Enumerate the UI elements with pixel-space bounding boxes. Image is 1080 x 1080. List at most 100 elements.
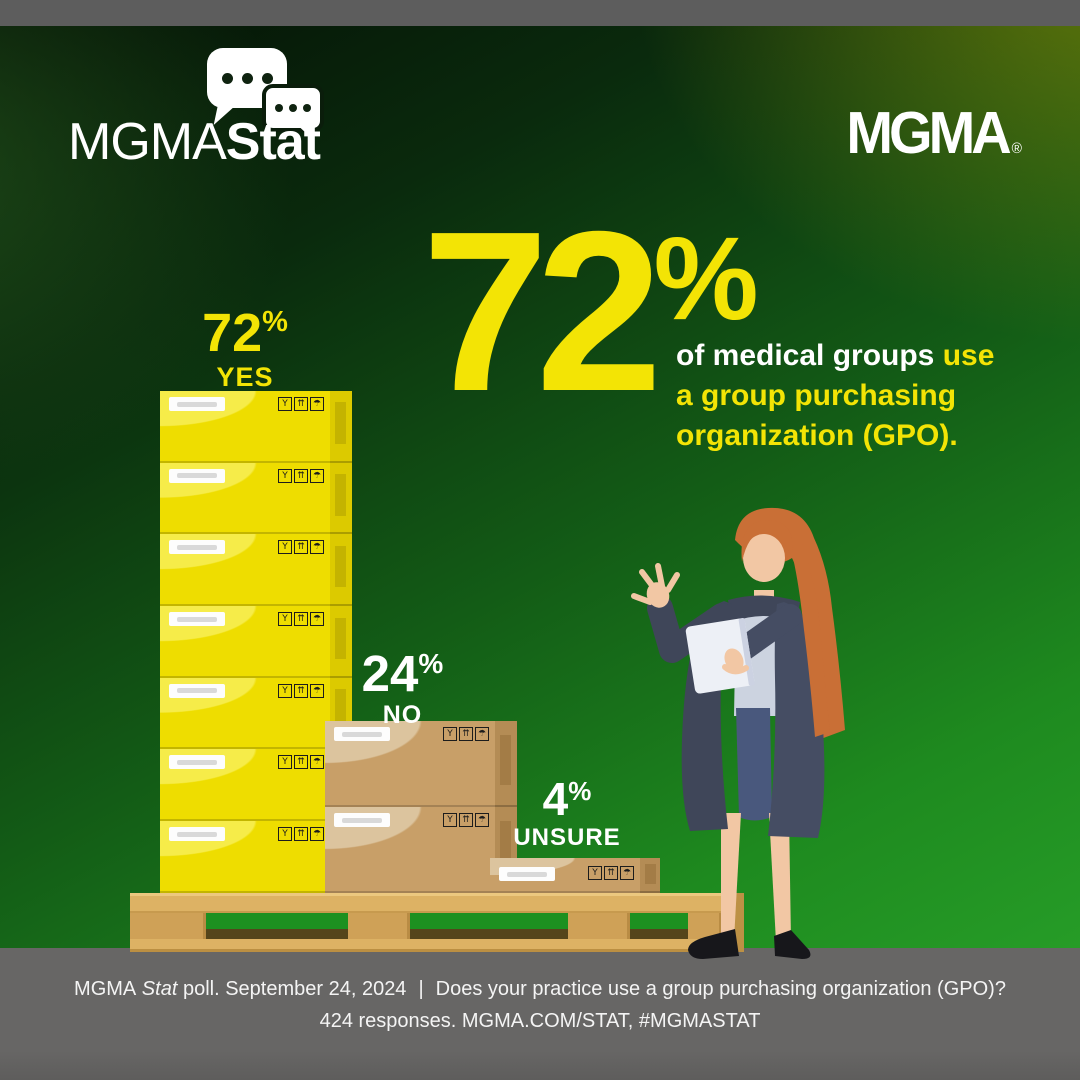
bar-label-yes: 72% YES [150,306,340,393]
headline-desc-line3: organization (GPO). [676,418,958,452]
yes-value: 72 [202,303,263,363]
yes-percent-sign: % [262,306,288,338]
shipping-label [169,612,225,627]
shipping-box: Y ⇈ ☂ [160,677,352,750]
this-way-up-icon: ⇈ [294,468,308,483]
keep-dry-icon: ☂ [475,727,489,741]
keep-dry-icon: ☂ [310,397,324,411]
bubble-dot [221,72,233,84]
unsure-value: 4 [542,773,569,825]
top-gray-bar [0,0,1080,26]
registered-mark: ® [1011,139,1022,157]
shipping-label [169,540,225,555]
speech-bubble-icon [207,48,287,108]
headline-percentage: 72 % [422,185,759,439]
fragile-icon: Y [588,866,602,880]
pallet-bottom-slat [130,939,722,952]
keep-dry-icon: ☂ [620,866,634,880]
woman-illustration [631,507,845,959]
pallet-top-slat [130,893,722,913]
shipping-label [169,755,225,770]
keep-dry-icon: ☂ [475,813,489,827]
bar-label-unsure: 4% UNSURE [487,776,647,852]
mgma-stat-wordmark: MGMAStat [68,112,321,172]
keep-dry-icon: ☂ [310,540,324,555]
fragile-icon: Y [278,683,292,698]
shipping-box: Y ⇈ ☂ [160,606,352,678]
unsure-percent-sign: % [568,776,592,806]
this-way-up-icon: ⇈ [459,727,473,741]
this-way-up-icon: ⇈ [294,683,308,698]
mgma-stat-logo: MGMAStat [68,46,358,178]
headline-value: 72 [422,185,663,439]
shipping-label [499,867,555,881]
shipping-box: Y ⇈ ☂ [160,821,352,893]
bubble-dot [289,104,297,112]
bubble-dot [241,72,253,84]
headline-desc-line2: a group purchasing [676,378,957,412]
this-way-up-icon: ⇈ [294,612,308,627]
keep-dry-icon: ☂ [310,468,324,483]
keep-dry-icon: ☂ [310,755,324,770]
shipping-label [169,468,225,483]
footer-divider: | [418,978,424,1000]
headline-desc-white: of medical groups [676,339,935,372]
this-way-up-icon: ⇈ [604,866,618,880]
yes-answer: YES [216,362,274,392]
footer-caption: MGMA Stat poll. September 24, 2024 | Does … [0,948,1080,1038]
headline-percent-sign: % [653,213,759,345]
keep-dry-icon: ☂ [310,612,324,627]
shipping-label [334,813,390,827]
shipping-box: Y ⇈ ☂ [325,721,517,807]
footer-line1: MGMA Stat poll. September 24, 2024 | Does … [0,973,1080,1005]
bubble-dot [261,72,273,84]
this-way-up-icon: ⇈ [294,397,308,411]
fragile-icon: Y [278,397,292,411]
keep-dry-icon: ☂ [310,683,324,698]
shipping-box: Y ⇈ ☂ [160,749,352,822]
footer-brand: MGMA [74,978,137,1000]
pallet-block [130,913,206,939]
this-way-up-icon: ⇈ [294,540,308,555]
bar-label-no: 24% NO [330,648,475,730]
footer-line2: 424 responses. MGMA.COM/STAT, #MGMASTAT [319,1010,761,1033]
mgma-logo-text: MGMA [846,99,1011,166]
bar-yes-box-stack: Y ⇈ ☂ Y ⇈ ☂ Y ⇈ ☂ Y ⇈ ☂ Y ⇈ ☂ Y ⇈ ☂ Y ⇈ ☂ [160,391,352,893]
shipping-box: Y ⇈ ☂ [160,462,352,535]
fragile-icon: Y [278,540,292,555]
speech-bubble-small-icon [262,84,324,132]
headline-description: of medical groups use a group purchasing… [676,336,1006,456]
shipping-label [169,827,225,842]
no-answer: NO [382,701,423,729]
footer-poll-date: poll. September 24, 2024 [177,978,407,1000]
this-way-up-icon: ⇈ [294,755,308,770]
shipping-label [169,397,225,411]
gray-ground [0,948,1080,1080]
shipping-label [169,683,225,698]
mgma-logo: MGMA ® [846,98,1022,167]
shipping-box: Y ⇈ ☂ [160,391,352,463]
bubble-dot [303,104,311,112]
wooden-pallet [130,893,744,952]
keep-dry-icon: ☂ [310,827,324,842]
fragile-icon: Y [278,612,292,627]
fragile-icon: Y [278,755,292,770]
shipping-box: Y ⇈ ☂ [160,534,352,607]
fragile-icon: Y [443,727,457,741]
this-way-up-icon: ⇈ [294,827,308,842]
shipping-box: Y ⇈ ☂ [490,858,660,893]
this-way-up-icon: ⇈ [459,813,473,827]
pallet-block [568,913,630,939]
pallet-gap-row [130,913,722,939]
unsure-answer: UNSURE [513,824,621,851]
fragile-icon: Y [278,827,292,842]
fragile-icon: Y [443,813,457,827]
wordmark-mgma: MGMA [68,113,227,171]
bubble-dot [275,104,283,112]
bar-unsure-box-stack: Y ⇈ ☂ [490,858,660,893]
footer-question: Does your practice use a group purchasin… [435,978,1006,1000]
pallet-block [348,913,410,939]
no-value: 24 [361,645,419,702]
footer-brand-stat: Stat [136,978,178,1000]
shipping-label [334,727,390,741]
